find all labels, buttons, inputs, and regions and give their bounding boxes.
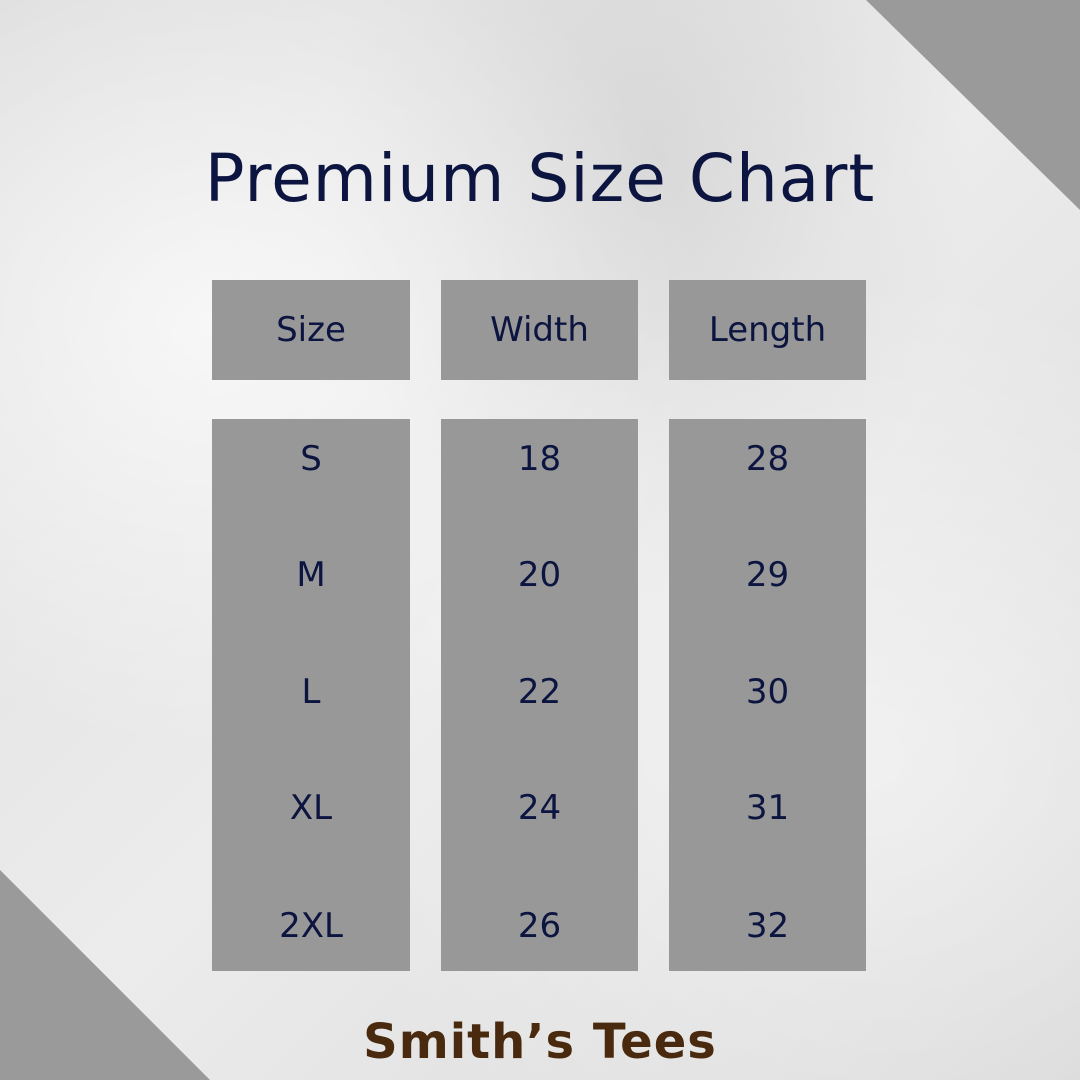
width-value: 20 [517,555,562,595]
size-value: 2XL [279,906,343,946]
header-size: Size [212,280,410,380]
length-value: 31 [745,788,790,828]
size-value: S [300,439,322,479]
length-value: 30 [745,672,790,712]
size-value: M [296,555,326,595]
length-column: 28 29 30 31 32 [669,419,866,971]
width-value: 22 [517,672,562,712]
width-column: 18 20 22 24 26 [441,419,638,971]
page-title: Premium Size Chart [204,140,876,217]
size-value: L [301,672,321,712]
header-length: Length [669,280,866,380]
size-column: S M L XL 2XL [212,419,410,971]
width-value: 24 [517,788,562,828]
width-value: 26 [517,906,562,946]
brand-name: Smith’s Tees [363,1014,717,1070]
header-width: Width [441,280,638,380]
length-value: 28 [745,439,790,479]
length-value: 29 [745,555,790,595]
size-value: XL [289,788,333,828]
length-value: 32 [745,906,790,946]
width-value: 18 [517,439,562,479]
